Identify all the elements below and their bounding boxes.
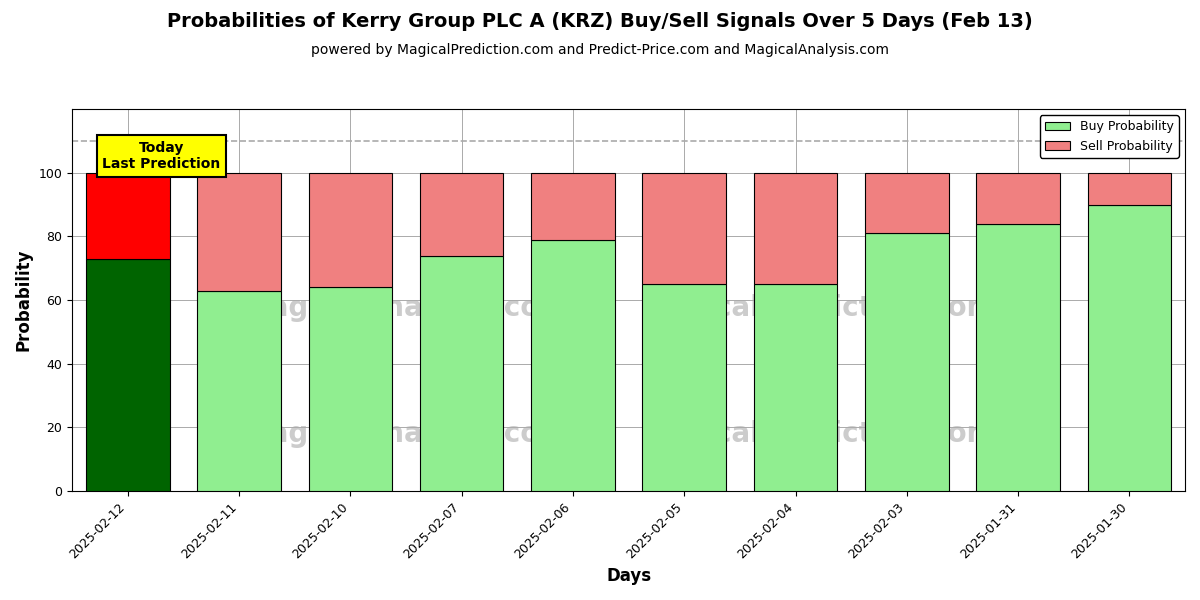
Bar [754,284,838,491]
Text: Today
Last Prediction: Today Last Prediction [102,141,221,171]
Legend: Buy Probability, Sell Probability: Buy Probability, Sell Probability [1040,115,1178,158]
Bar [1087,205,1171,491]
Text: powered by MagicalPrediction.com and Predict-Price.com and MagicalAnalysis.com: powered by MagicalPrediction.com and Pre… [311,43,889,57]
Bar [977,224,1060,491]
Bar [532,239,614,491]
Text: MagicalAnalysis.com: MagicalAnalysis.com [242,420,569,448]
Text: Probabilities of Kerry Group PLC A (KRZ) Buy/Sell Signals Over 5 Days (Feb 13): Probabilities of Kerry Group PLC A (KRZ)… [167,12,1033,31]
Y-axis label: Probability: Probability [16,249,34,352]
Text: MagicalPrediction.com: MagicalPrediction.com [640,420,996,448]
Bar [197,173,281,290]
Bar [197,290,281,491]
Bar [1087,173,1171,205]
Bar [86,259,169,491]
Text: MagicalAnalysis.com: MagicalAnalysis.com [242,294,569,322]
Bar [420,173,503,256]
Text: MagicalPrediction.com: MagicalPrediction.com [640,294,996,322]
Bar [308,173,392,287]
Bar [86,173,169,259]
Bar [308,287,392,491]
Bar [865,173,948,233]
Bar [642,173,726,284]
X-axis label: Days: Days [606,567,652,585]
Bar [754,173,838,284]
Bar [420,256,503,491]
Bar [865,233,948,491]
Bar [532,173,614,239]
Bar [642,284,726,491]
Bar [977,173,1060,224]
